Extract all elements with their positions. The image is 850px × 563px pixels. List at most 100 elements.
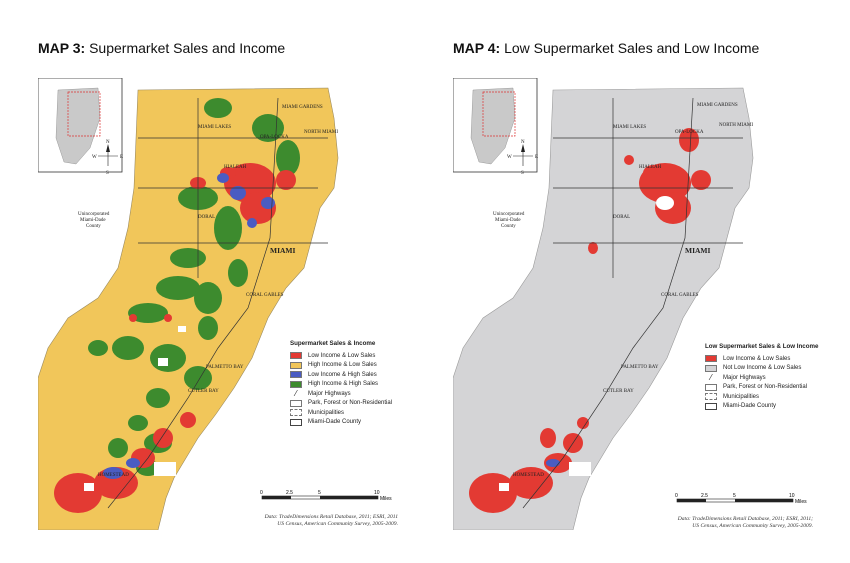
scale-tick: 0 <box>675 493 678 499</box>
compass-n: N <box>106 140 110 145</box>
scale-tick: 5 <box>733 493 736 499</box>
legend-label: Low Income & Low Sales <box>308 352 376 359</box>
scale-tick: 2.5 <box>701 493 708 499</box>
swatch-low-low <box>290 352 302 360</box>
label-county2: County <box>501 224 516 229</box>
label-cutler-bay: CUTLER BAY <box>603 389 634 394</box>
swatch-high-high <box>290 380 302 388</box>
swatch-county <box>705 402 717 410</box>
legend-label: Miami-Dade County <box>308 419 362 426</box>
swatch-low-high <box>290 371 302 379</box>
legend-row: High Income & Low Sales <box>290 361 392 371</box>
major-highways <box>107 97 328 509</box>
map3-legend-title: Supermarket Sales & Income <box>290 340 376 347</box>
swatch-county <box>290 418 302 426</box>
low-low-areas <box>469 128 711 513</box>
compass-w: W <box>92 155 97 160</box>
label-homestead: HOMESTEAD <box>98 473 129 478</box>
legend-label: Municipalities <box>308 409 345 416</box>
compass-s: S <box>106 171 109 176</box>
legend-row: Low Income & Low Sales <box>290 351 392 361</box>
scale-tick: 10 <box>789 493 795 499</box>
label-opa-locka: OPA-LOCKA <box>675 130 704 135</box>
map3-map: N S E W MIAMI Unincorporated Miami-Dade … <box>38 78 338 530</box>
map4-panel: MAP 4: Low Supermarket Sales and Low Inc… <box>425 0 850 563</box>
legend-label: Low Income & High Sales <box>308 371 377 378</box>
legend-row: Park, Forest or Non-Residential <box>290 399 392 409</box>
map3-title-prefix: MAP 3: <box>38 40 86 56</box>
source-line: Data: TradeDimensions Retail Database, 2… <box>677 516 813 522</box>
scale-unit: Miles <box>795 499 807 505</box>
label-doral: DORAL <box>613 215 630 220</box>
legend-label: Municipalities <box>723 393 760 400</box>
source-line: US Census, American Community Survey, 20… <box>277 521 398 527</box>
label-unincorporated: Unincorporated <box>493 212 525 217</box>
label-palmetto-bay: PALMETTO BAY <box>206 365 244 370</box>
legend-row: Low Income & Low Sales <box>705 354 818 364</box>
legend-label: Park, Forest or Non-Residential <box>308 400 393 407</box>
low-high-areas <box>546 459 560 467</box>
scale-tick: 0 <box>260 490 263 496</box>
label-miami-lakes: MIAMI LAKES <box>198 125 231 130</box>
major-highways <box>522 97 743 509</box>
label-county2: County <box>86 224 101 229</box>
compass-e: E <box>535 155 538 160</box>
map4-legend-title: Low Supermarket Sales & Low Income <box>705 343 819 350</box>
swatch-municipalities <box>290 409 302 417</box>
swatch-municipalities <box>705 393 717 401</box>
map3-panel: MAP 3: Supermarket Sales and Income <box>38 40 398 530</box>
legend-row: Park, Forest or Non-Residential <box>705 383 818 393</box>
map3-source: Data: TradeDimensions Retail Database, 2… <box>220 514 398 528</box>
label-coral-gables: CORAL GABLES <box>246 293 284 298</box>
label-miami-gardens: MIAMI GARDENS <box>697 103 738 108</box>
legend-row: Miami-Dade County <box>705 402 818 412</box>
label-miami-gardens: MIAMI GARDENS <box>282 105 323 110</box>
label-doral: DORAL <box>198 215 215 220</box>
swatch-park <box>290 399 302 407</box>
legend-label: Major Highways <box>308 390 351 397</box>
legend-row: ⁄ Major Highways <box>290 389 392 399</box>
source-line: Data: TradeDimensions Retail Database, 2… <box>264 514 398 520</box>
park-areas <box>84 326 186 491</box>
map4-map: N S E W MIAMI Unincorporated Miami-Dade … <box>453 78 753 530</box>
label-miami: MIAMI <box>270 246 295 255</box>
label-county1: Miami-Dade <box>80 218 106 223</box>
scale-tick: 10 <box>374 490 380 496</box>
swatch-not-low <box>705 364 717 372</box>
label-hialeah: HIALEAH <box>639 165 662 170</box>
map4-legend: Low Supermarket Sales & Low Income Low I… <box>705 343 818 411</box>
scale-tick: 2.5 <box>286 490 293 496</box>
swatch-low-low <box>705 355 717 363</box>
compass-s: S <box>521 171 524 176</box>
legend-row: Miami-Dade County <box>290 418 392 428</box>
map3-title: MAP 3: Supermarket Sales and Income <box>38 40 285 56</box>
compass-w: W <box>507 155 512 160</box>
map4-title: MAP 4: Low Supermarket Sales and Low Inc… <box>453 40 759 56</box>
map3-legend: Supermarket Sales & Income Low Income & … <box>290 340 392 427</box>
legend-row: Municipalities <box>290 408 392 418</box>
label-unincorporated: Unincorporated <box>78 212 110 217</box>
legend-label: Park, Forest or Non-Residential <box>723 384 808 391</box>
legend-row: Not Low Income & Low Sales <box>705 364 818 374</box>
compass-e: E <box>120 155 123 160</box>
legend-row: Municipalities <box>705 392 818 402</box>
legend-label: Low Income & Low Sales <box>723 355 791 362</box>
inset-map <box>453 78 538 173</box>
map3-scalebar: 0 2.5 5 10 Miles <box>260 490 392 502</box>
legend-row: Low Income & High Sales <box>290 370 392 380</box>
legend-label: High Income & High Sales <box>308 381 379 388</box>
map4-title-prefix: MAP 4: <box>453 40 501 56</box>
label-opa-locka: OPA-LOCKA <box>260 135 289 140</box>
scale-unit: Miles <box>380 496 392 502</box>
low-high-areas <box>103 173 275 479</box>
label-north-miami: NORTH MIAMI <box>719 123 753 128</box>
map4-source: Data: TradeDimensions Retail Database, 2… <box>633 516 813 530</box>
source-line: US Census, American Community Survey, 20… <box>692 523 813 529</box>
swatch-high-low <box>290 361 302 369</box>
label-county1: Miami-Dade <box>495 218 521 223</box>
legend-row: High Income & High Sales <box>290 380 392 390</box>
label-hialeah: HIALEAH <box>224 165 247 170</box>
label-palmetto-bay: PALMETTO BAY <box>621 365 659 370</box>
legend-row: ⁄ Major Highways <box>705 373 818 383</box>
compass-icon <box>513 144 533 166</box>
